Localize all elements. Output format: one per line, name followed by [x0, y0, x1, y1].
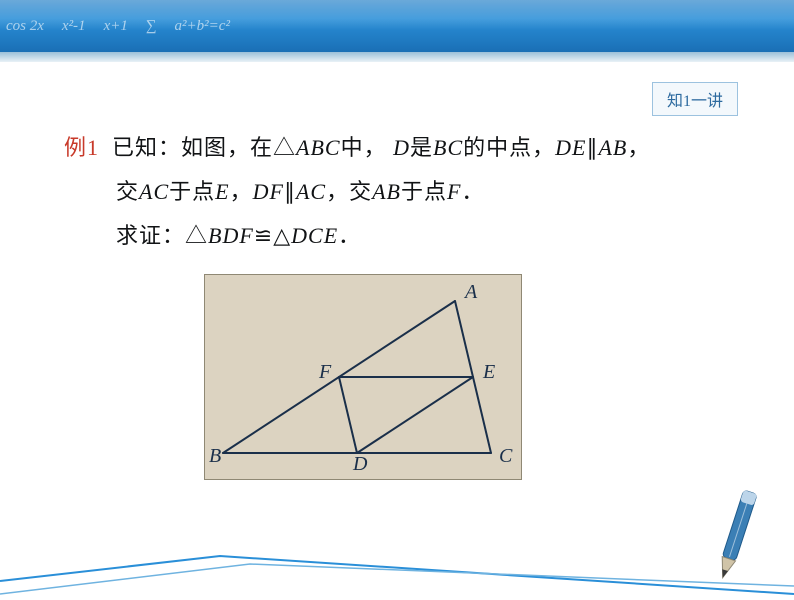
t: 中，: [341, 135, 394, 160]
problem-text: 例1 已知：如图，在△ABC中， D是BC的中点，DE∥AB， 交AC于点E，D…: [64, 126, 744, 258]
bottom-lines-icon: [0, 516, 794, 596]
section-tag: 知1一讲: [652, 82, 738, 116]
tri-dce: DCE: [291, 223, 338, 248]
formula-item: a²+b²=c²: [175, 18, 230, 35]
t: 交: [116, 179, 139, 204]
line3: 求证：△BDF≌△DCE．: [64, 214, 744, 258]
var-ac2: AC: [296, 179, 326, 204]
geometry-figure: A B C D E F: [204, 274, 522, 480]
vertex-label: D: [353, 453, 367, 476]
vertex-label: F: [319, 361, 331, 384]
t: 已知：如图，在△: [112, 135, 296, 160]
banner-formula-strip: cos 2x x²-1 x+1 ∑ a²+b²=c²: [0, 0, 230, 52]
formula-item: x+1: [104, 18, 128, 35]
vertex-label: E: [483, 361, 495, 384]
formula-item: ∑: [146, 18, 157, 35]
tri-bdf: BDF: [208, 223, 254, 248]
banner-lower-strip: [0, 52, 794, 62]
vertex-label: C: [499, 445, 512, 468]
t: 是: [410, 135, 433, 160]
t: ．: [338, 223, 361, 248]
line2: 交AC于点E，DF∥AC，交AB于点F．: [64, 170, 744, 214]
t: 于点: [401, 179, 447, 204]
t: 于点: [169, 179, 215, 204]
formula-item: cos 2x: [6, 18, 44, 35]
var-df: DF: [253, 179, 284, 204]
var-e: E: [215, 179, 229, 204]
t: △: [273, 223, 291, 248]
t: ．: [461, 179, 484, 204]
var-d: D: [393, 135, 410, 160]
formula-item: x²-1: [62, 18, 86, 35]
vertex-label: B: [209, 445, 221, 468]
example-label: 例1: [64, 135, 99, 160]
bottom-decoration: [0, 516, 794, 596]
var-ac: AC: [139, 179, 169, 204]
pen-icon: [696, 480, 776, 600]
tri-abc: ABC: [296, 135, 341, 160]
t: ，: [627, 135, 650, 160]
t: 的中点，: [463, 135, 555, 160]
congruent: ≌: [254, 223, 273, 248]
vertex-label: A: [465, 281, 477, 304]
var-bc: BC: [433, 135, 463, 160]
parallel: ∥: [586, 135, 598, 160]
content-area: 例1 已知：如图，在△ABC中， D是BC的中点，DE∥AB， 交AC于点E，D…: [64, 126, 744, 480]
t: 求证：△: [116, 223, 208, 248]
var-ab2: AB: [372, 179, 401, 204]
parallel: ∥: [284, 179, 296, 204]
t: ，: [230, 179, 253, 204]
var-f: F: [447, 179, 461, 204]
top-banner: cos 2x x²-1 x+1 ∑ a²+b²=c²: [0, 0, 794, 52]
var-ab: AB: [598, 135, 627, 160]
section-tag-text: 知1一讲: [667, 93, 723, 110]
t: ，交: [326, 179, 372, 204]
var-de: DE: [555, 135, 586, 160]
geometry-svg: [205, 275, 523, 481]
